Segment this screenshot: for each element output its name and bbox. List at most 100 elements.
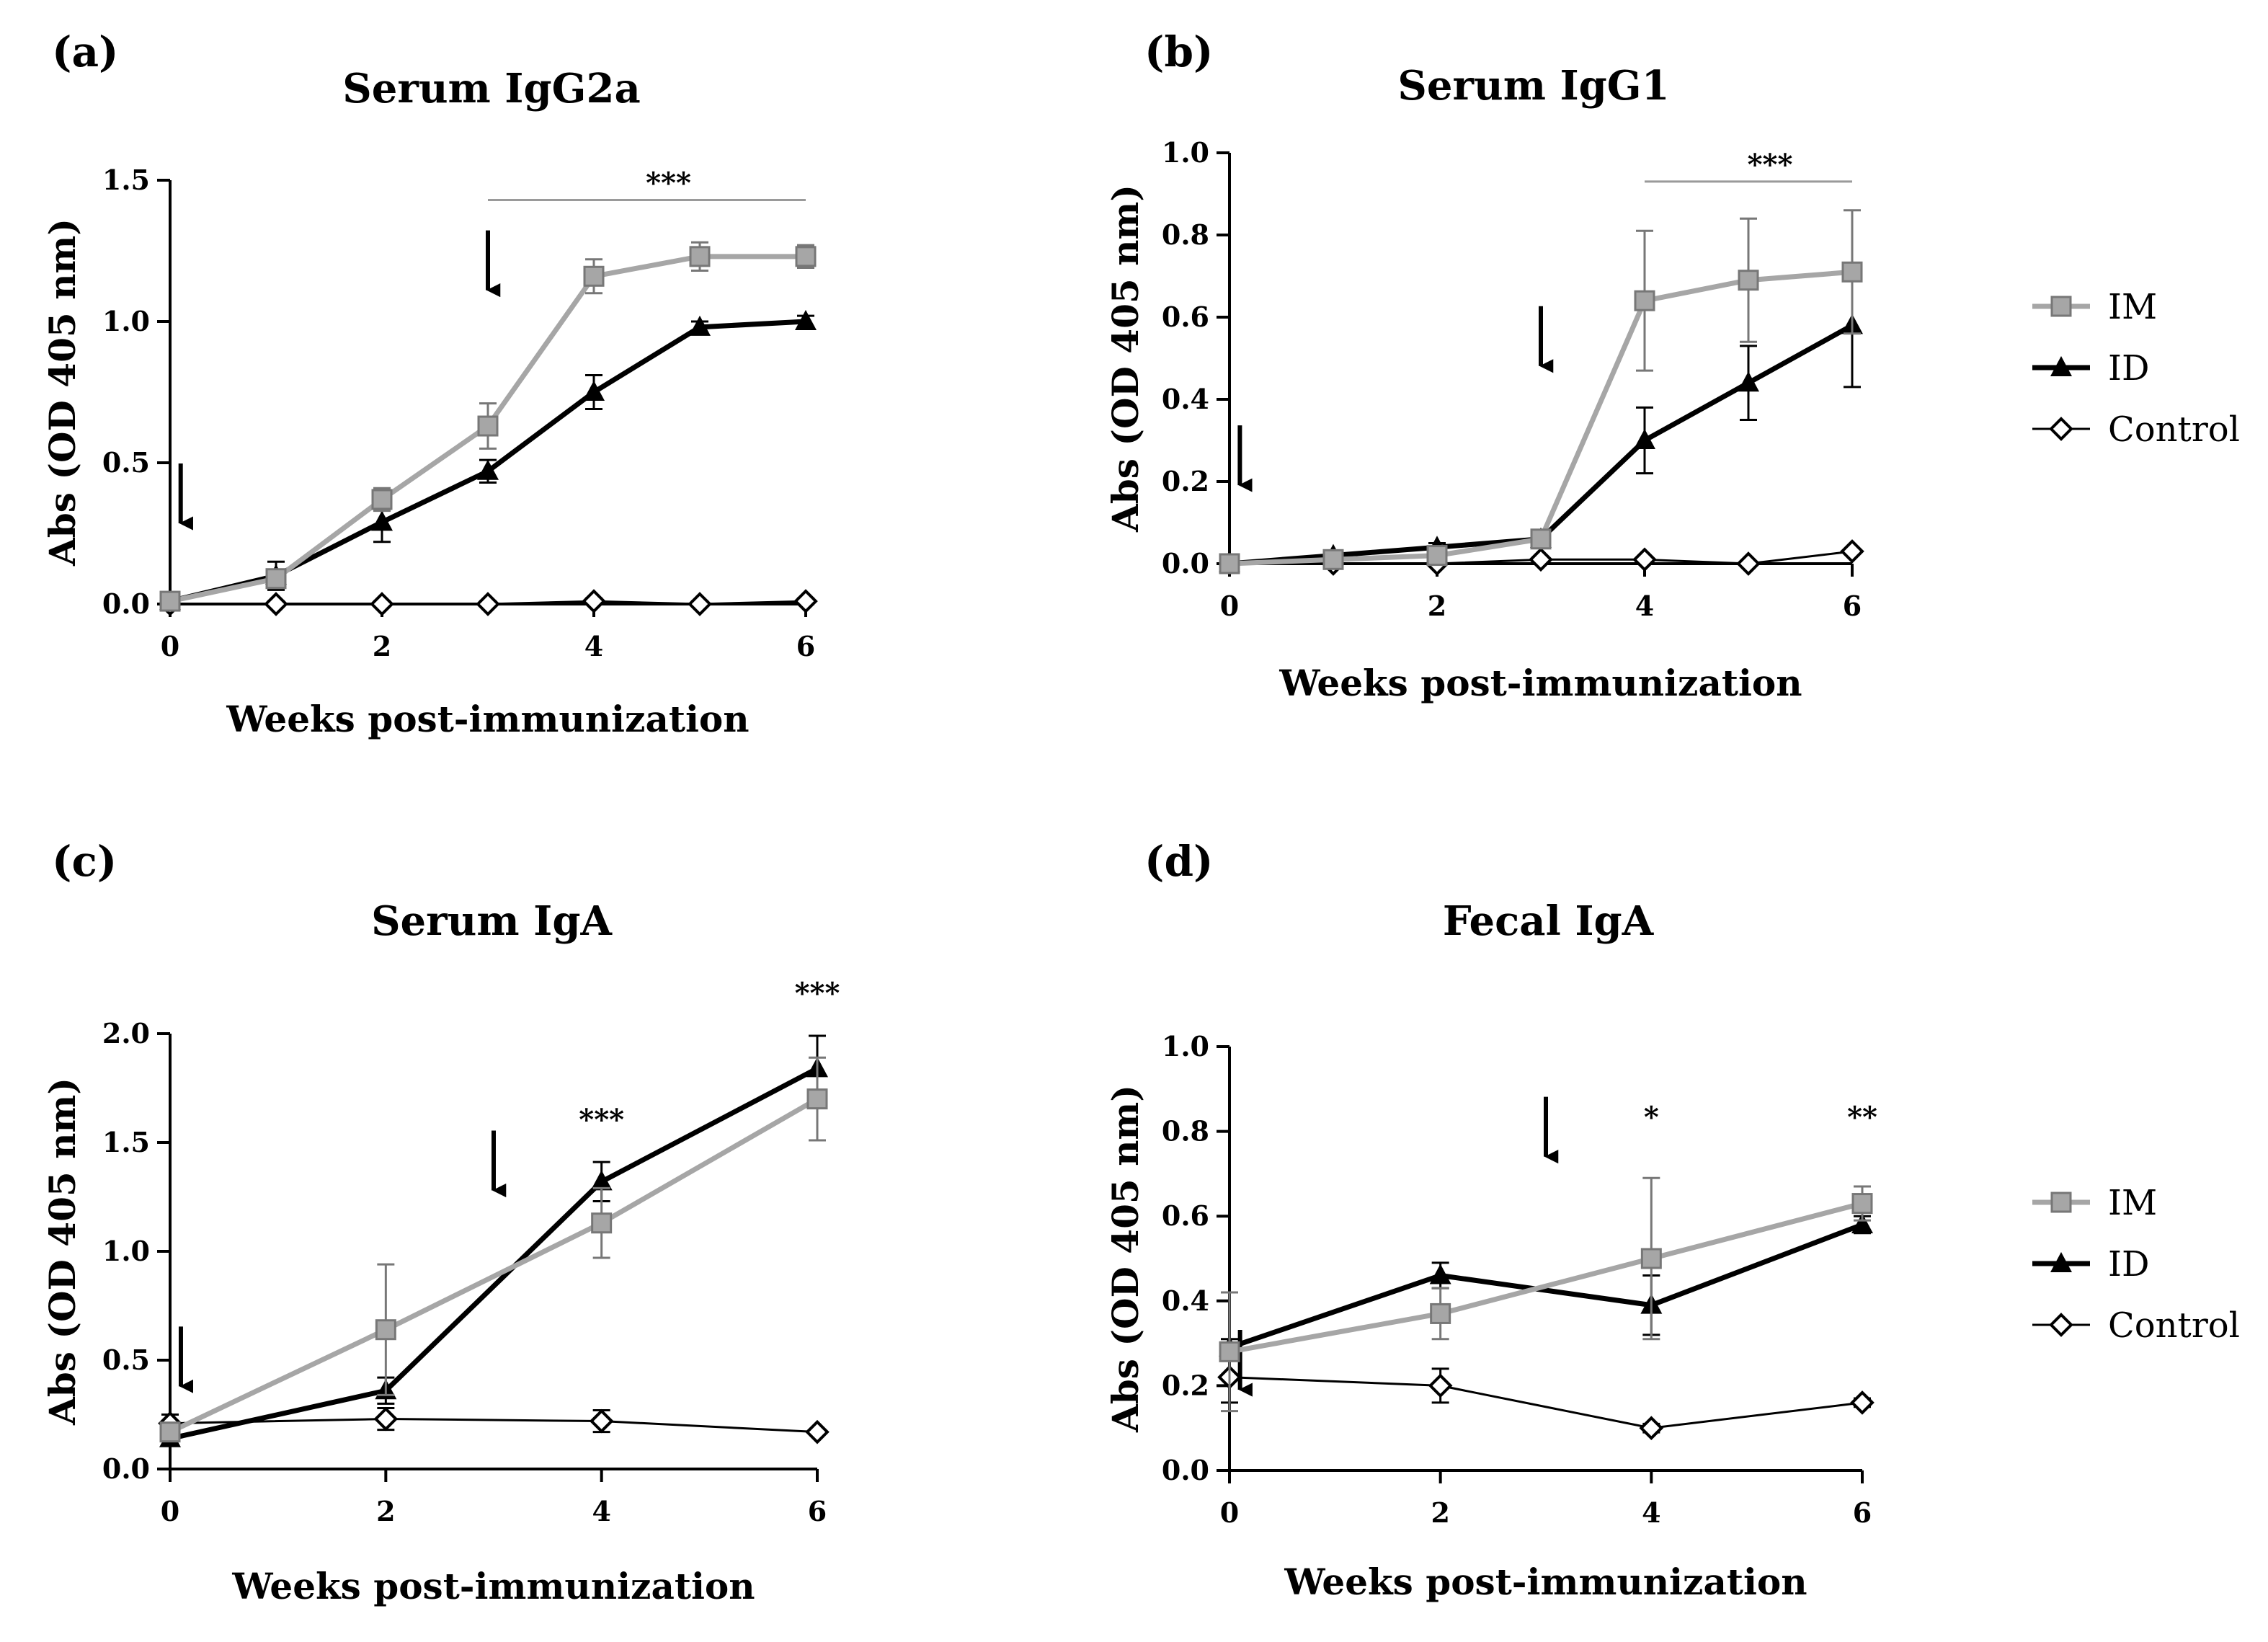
data-point-control bbox=[1639, 1416, 1664, 1441]
y-tick-label: 1.0 bbox=[102, 1235, 150, 1267]
data-point-control bbox=[1529, 547, 1553, 572]
legend-marker-id bbox=[2050, 1252, 2072, 1272]
significance-label: *** bbox=[646, 166, 691, 200]
chart-panel-4: (d) Fecal IgA 0.0 0.2 0.4 0.6 0.8 1.0 0 2 4 6 Weeks … bbox=[1104, 837, 2240, 1603]
chart-title: Serum IgG1 bbox=[1397, 62, 1669, 110]
data-point-im bbox=[583, 265, 605, 287]
series-line-im bbox=[169, 1096, 819, 1434]
data-point-id bbox=[1851, 1212, 1873, 1233]
chart-title: Serum IgG2a bbox=[342, 65, 640, 112]
data-point-id bbox=[590, 1170, 613, 1191]
y-axis-label: Abs (OD 405 nm) bbox=[1104, 1085, 1147, 1433]
y-tick-label: 1.0 bbox=[1162, 1030, 1209, 1062]
data-point-im bbox=[1322, 549, 1344, 570]
chart-title: Serum IgA bbox=[371, 897, 613, 945]
x-axis-label: Weeks post-immunization bbox=[1284, 1561, 1807, 1603]
y-tick-label: 0.0 bbox=[102, 1452, 150, 1485]
x-tick-label: 4 bbox=[1635, 590, 1654, 622]
x-axis-label: Weeks post-immunization bbox=[226, 698, 749, 740]
panel-letter: (a) bbox=[52, 27, 118, 76]
data-point-control bbox=[805, 1419, 830, 1444]
data-point-im bbox=[1851, 1193, 1873, 1215]
panel-letter: (c) bbox=[52, 837, 117, 886]
data-point-im bbox=[265, 568, 287, 590]
significance-label: * bbox=[1644, 1101, 1659, 1135]
x-tick-label: 2 bbox=[1428, 590, 1446, 622]
legend-marker-im bbox=[2050, 1191, 2072, 1213]
data-point-im bbox=[1841, 261, 1863, 283]
data-point-im bbox=[375, 1319, 396, 1341]
series-line-id bbox=[1228, 1222, 1864, 1350]
x-tick-label: 6 bbox=[808, 1495, 827, 1527]
x-tick-label: 4 bbox=[1642, 1496, 1660, 1529]
x-tick-label: 6 bbox=[1853, 1496, 1872, 1529]
significance-label: *** bbox=[1748, 148, 1793, 182]
series-id bbox=[159, 310, 817, 611]
data-point-im bbox=[1430, 1302, 1451, 1324]
y-axis-label: Abs (OD 405 nm) bbox=[1104, 185, 1147, 533]
data-point-id bbox=[1738, 371, 1759, 392]
data-point-control bbox=[1428, 1373, 1453, 1398]
data-point-control bbox=[793, 589, 818, 613]
series-im bbox=[159, 1056, 828, 1443]
series-line-control bbox=[1229, 1376, 1863, 1429]
data-point-im bbox=[806, 1088, 828, 1110]
series-control bbox=[1217, 1350, 1875, 1441]
data-point-id bbox=[583, 381, 605, 401]
data-point-control bbox=[373, 1406, 399, 1432]
data-point-im bbox=[795, 246, 817, 267]
y-axis-label: Abs (OD 405 nm) bbox=[41, 218, 84, 567]
data-point-control bbox=[589, 1408, 614, 1434]
series-control bbox=[158, 1406, 830, 1444]
y-tick-label: 0.0 bbox=[1162, 547, 1209, 580]
legend-label-id: ID bbox=[2108, 348, 2149, 389]
data-point-id bbox=[1429, 1264, 1451, 1284]
data-point-im bbox=[1634, 290, 1655, 311]
y-tick-label: 0.8 bbox=[1162, 1115, 1209, 1148]
data-point-control bbox=[1840, 539, 1864, 564]
legend-marker-control bbox=[2049, 1313, 2073, 1337]
x-tick-label: 4 bbox=[584, 630, 603, 662]
x-tick-label: 0 bbox=[161, 630, 179, 662]
y-tick-label: 0.6 bbox=[1162, 301, 1209, 333]
significance-label: *** bbox=[579, 1103, 624, 1137]
series-id bbox=[159, 1034, 828, 1447]
x-tick-label: 0 bbox=[1220, 1496, 1239, 1529]
series-im bbox=[159, 241, 817, 612]
data-point-im bbox=[689, 246, 711, 267]
panel-letter: (d) bbox=[1144, 837, 1213, 886]
y-tick-label: 1.0 bbox=[1162, 136, 1209, 169]
x-tick-label: 0 bbox=[161, 1495, 179, 1527]
x-tick-label: 6 bbox=[796, 630, 815, 662]
chart-panel-1: (a) Serum IgG2a 0.0 0.5 1.0 1.5 0 2 4 6 Weeks post… bbox=[41, 27, 818, 740]
legend-marker-im bbox=[2050, 296, 2072, 317]
y-tick-label: 0.2 bbox=[1162, 465, 1209, 497]
y-tick-label: 0.4 bbox=[1162, 1284, 1209, 1317]
data-point-control bbox=[476, 592, 500, 616]
y-tick-label: 0.6 bbox=[1162, 1199, 1209, 1232]
data-point-im bbox=[159, 590, 181, 612]
chart-panel-3: (c) Serum IgA 0.0 0.5 1.0 1.5 2.0 0 2 4 6 Weeks pos… bbox=[41, 837, 840, 1607]
data-point-id bbox=[1634, 429, 1655, 449]
data-point-control bbox=[1850, 1390, 1875, 1415]
y-tick-label: 0.4 bbox=[1162, 383, 1209, 415]
legend: IM ID Control bbox=[2032, 1183, 2240, 1346]
chart-panel-2: (b) Serum IgG1 0.0 0.2 0.4 0.6 0.8 1.0 0 2 4 6 Weeks… bbox=[1104, 27, 2240, 704]
data-point-control bbox=[1632, 547, 1657, 572]
data-point-im bbox=[1219, 553, 1240, 574]
legend-label-control: Control bbox=[2108, 1305, 2240, 1346]
x-tick-label: 4 bbox=[592, 1495, 610, 1527]
x-tick-label: 2 bbox=[373, 630, 391, 662]
x-tick-label: 2 bbox=[1431, 1496, 1449, 1529]
y-tick-label: 1.5 bbox=[102, 164, 150, 196]
data-point-control bbox=[1736, 551, 1761, 576]
y-tick-label: 0.0 bbox=[1162, 1454, 1209, 1486]
legend-label-id: ID bbox=[2108, 1244, 2149, 1284]
data-point-im bbox=[1640, 1248, 1662, 1269]
series-im bbox=[1219, 209, 1863, 574]
x-tick-label: 2 bbox=[376, 1495, 395, 1527]
y-tick-label: 0.5 bbox=[102, 1344, 150, 1376]
x-axis-label: Weeks post-immunization bbox=[231, 1565, 755, 1607]
